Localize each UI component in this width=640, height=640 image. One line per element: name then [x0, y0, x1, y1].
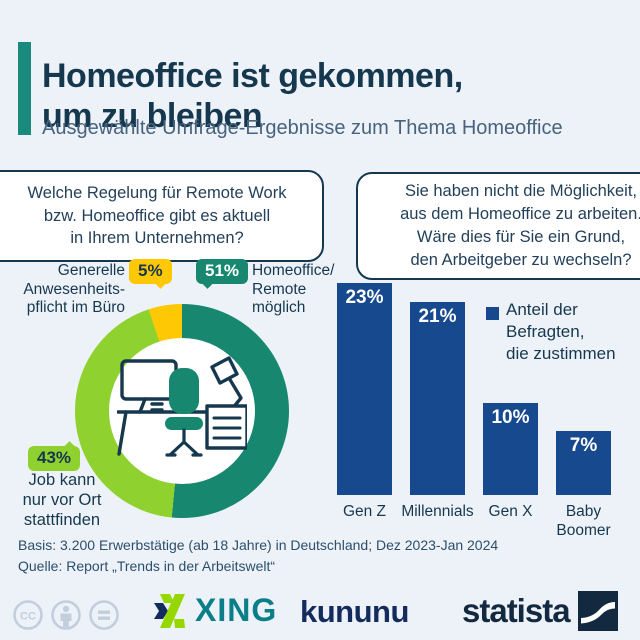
donut-chart — [75, 304, 289, 518]
bar-chart-legend: Anteil der Befragten, die zustimmen — [486, 299, 616, 365]
lamp-shade-icon — [210, 356, 239, 385]
page-title: Homeoffice ist gekommen, um zu bleiben — [42, 56, 463, 135]
bar-value-label: 10% — [491, 407, 530, 428]
page-subtitle: Ausgewählte Umfrage-Ergebnisse zum Thema… — [42, 117, 563, 139]
donut-label-homeoffice-moeglich: Homeoffice/ Remote möglich — [252, 262, 335, 317]
bar-gen-z: 23% — [337, 283, 392, 495]
statista-logo: statista — [462, 591, 618, 631]
footer-basis: Basis: 3.200 Erwerbstätige (ab 18 Jahre)… — [18, 537, 499, 553]
statista-logo-text: statista — [462, 592, 571, 629]
bar-gen-x: 10% — [483, 403, 538, 495]
question-text-right: Sie haben nicht die Möglichkeit, aus dem… — [400, 182, 640, 269]
donut-label-vor-ort: Job kann nur vor Ort stattfinden — [22, 471, 102, 529]
bar-category-label: Millennials — [401, 503, 474, 520]
question-text-left: Welche Regelung für Remote Work bzw. Hom… — [27, 183, 287, 248]
donut-badge-5pct: 5% — [129, 259, 172, 285]
bar-chart: 23% 21% 10% 7% — [337, 283, 611, 495]
xing-logo-mark — [154, 593, 185, 628]
cc-nd-equals-icon — [89, 600, 119, 630]
office-chair-icon — [165, 368, 203, 430]
svg-text:CC: CC — [20, 611, 36, 623]
xing-logo: XING — [152, 592, 277, 629]
bar-value-label: 21% — [418, 306, 457, 327]
xing-logo-text: XING — [195, 592, 278, 628]
legend-swatch — [486, 307, 499, 320]
donut-badge-43pct: 43% — [28, 446, 81, 472]
donut-label-anwesenheitspflicht: Generelle Anwesenheits- pflicht im Büro — [23, 262, 125, 317]
donut-hole — [109, 338, 255, 484]
monitor-icon — [120, 359, 178, 401]
bar-value-label: 23% — [345, 287, 384, 308]
creative-commons-icons: CC — [12, 599, 120, 631]
question-bubble-right: Sie haben nicht die Möglichkeit, aus dem… — [356, 172, 640, 280]
question-bubble-left: Welche Regelung für Remote Work bzw. Hom… — [0, 170, 324, 262]
bar-baby-boomer: 7% — [556, 431, 611, 495]
bar-chart-categories: Gen Z Millennials Gen X Baby Boomer — [337, 503, 611, 540]
home-office-desk-illustration — [117, 356, 247, 457]
bar-category-label: Gen Z — [342, 503, 387, 520]
title-accent-bar — [18, 42, 31, 135]
bar-value-label: 7% — [569, 435, 598, 456]
legend-text: Anteil der Befragten, die zustimmen — [506, 300, 616, 364]
cc-icon: CC — [13, 600, 43, 630]
footer-source: Quelle: Report „Trends in der Arbeitswel… — [18, 558, 276, 574]
cc-by-person-icon — [51, 600, 81, 630]
bar-category-label: Baby Boomer — [556, 503, 611, 539]
donut-badge-51pct: 51% — [196, 259, 249, 285]
bar-category-label: Gen X — [488, 503, 533, 520]
statista-logo-mark — [577, 591, 618, 631]
kununu-logo: kununu — [300, 594, 409, 629]
bar-millennials: 21% — [410, 302, 465, 495]
